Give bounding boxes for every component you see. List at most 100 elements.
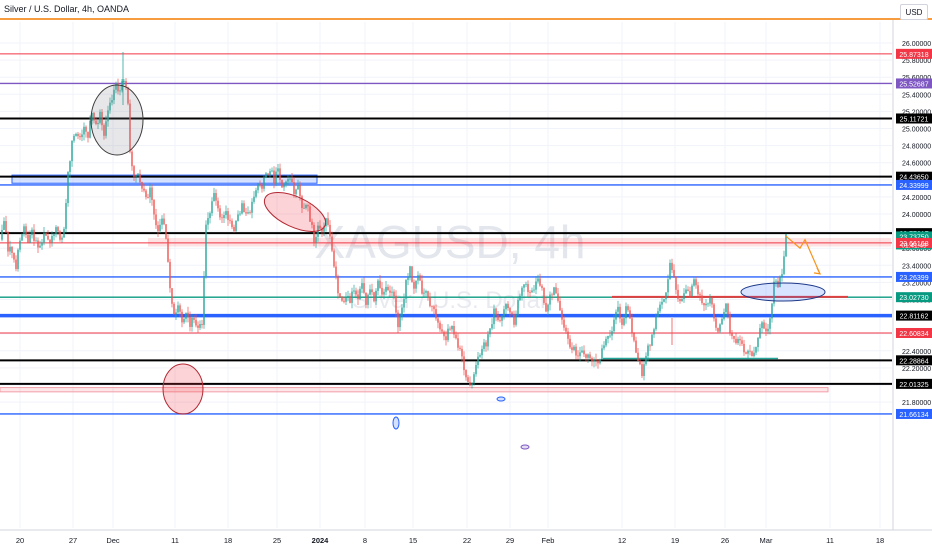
candle-body (633, 333, 635, 341)
currency-button[interactable]: USD (900, 4, 928, 20)
candle-body (465, 370, 467, 378)
candle-body (555, 287, 557, 294)
candle-body (669, 262, 671, 280)
candle-body (727, 303, 729, 315)
candle-body (313, 224, 315, 243)
time-tick: 27 (69, 536, 77, 545)
candle-body (527, 283, 529, 293)
annotation-ellipse (740, 282, 826, 302)
candle-body (203, 276, 205, 325)
candle-body (137, 173, 139, 175)
price-label: 21.66134 (899, 412, 928, 419)
candle-body (347, 295, 349, 298)
candle-body (491, 324, 493, 329)
candle-body (343, 300, 345, 302)
time-tick: 26 (721, 536, 729, 545)
candle-body (139, 173, 141, 183)
candle-body (261, 185, 263, 189)
candle-body (557, 293, 559, 301)
candle-body (33, 229, 35, 241)
candle-body (371, 289, 373, 293)
candle-body (275, 171, 277, 184)
candle-body (665, 292, 667, 300)
resistance-zone (11, 174, 318, 184)
candle-body (355, 290, 357, 295)
candle-body (77, 133, 79, 137)
forecast-path (785, 235, 821, 275)
candle-body (433, 306, 435, 310)
candle-body (565, 327, 567, 332)
candle-body (379, 280, 381, 288)
candle-body (241, 203, 243, 214)
candle-body (771, 303, 773, 319)
candle-body (239, 213, 241, 215)
candle-body (199, 324, 201, 328)
candle-body (441, 329, 443, 332)
candle-body (717, 327, 719, 332)
candle-body (63, 228, 65, 238)
candle-body (207, 218, 209, 225)
candle-body (81, 134, 83, 138)
price-tick: 22.20000 (902, 366, 931, 373)
candle-body (93, 112, 95, 121)
candle-body (443, 331, 445, 337)
candle-body (535, 281, 537, 290)
candle-body (519, 295, 521, 301)
candle-body (693, 279, 695, 286)
price-label: 22.60834 (899, 331, 928, 338)
candle-body (755, 347, 757, 353)
candle-body (165, 224, 167, 239)
candle-body (171, 288, 173, 304)
candle-body (413, 281, 415, 289)
candle-body (177, 305, 179, 313)
candle-body (321, 228, 323, 232)
candle-body (35, 240, 37, 242)
time-tick: 20 (16, 536, 24, 545)
candle-body (281, 179, 283, 188)
price-label-bg (896, 271, 932, 282)
candle-body (83, 126, 85, 135)
candle-body (671, 262, 673, 271)
candle-body (775, 280, 777, 282)
price-label-bg (896, 113, 932, 124)
candle-body (263, 177, 265, 189)
candle-body (487, 334, 489, 347)
price-label-bg (896, 48, 932, 59)
candle-body (429, 297, 431, 307)
price-tick: 24.00000 (902, 212, 931, 219)
time-tick: 18 (224, 536, 232, 545)
candle-body (591, 358, 593, 362)
candle-body (295, 189, 297, 195)
candle-body (691, 285, 693, 297)
price-tick: 23.20000 (902, 280, 931, 287)
candle-body (251, 201, 253, 213)
candle-body (107, 110, 109, 122)
candle-body (169, 261, 171, 289)
candle-body (235, 220, 237, 231)
candle-body (25, 226, 27, 235)
candle-body (85, 126, 87, 132)
candle-body (51, 235, 53, 243)
candle-body (427, 291, 429, 298)
candle-body (159, 224, 161, 232)
candle-body (781, 274, 783, 277)
candle-body (451, 325, 453, 330)
candle-body (351, 291, 353, 303)
candle-body (401, 307, 403, 316)
candle-body (99, 111, 101, 123)
candle-body (89, 121, 91, 138)
price-tick: 24.80000 (902, 144, 931, 151)
candle-body (635, 340, 637, 353)
candle-body (259, 183, 261, 186)
candle-body (739, 338, 741, 341)
price-tick: 25.20000 (902, 109, 931, 116)
candle-body (549, 294, 551, 305)
candle-body (31, 229, 33, 236)
candle-body (297, 184, 299, 190)
candle-body (299, 184, 301, 197)
candle-body (509, 308, 511, 313)
candle-body (255, 190, 257, 197)
candle-body (15, 259, 17, 270)
